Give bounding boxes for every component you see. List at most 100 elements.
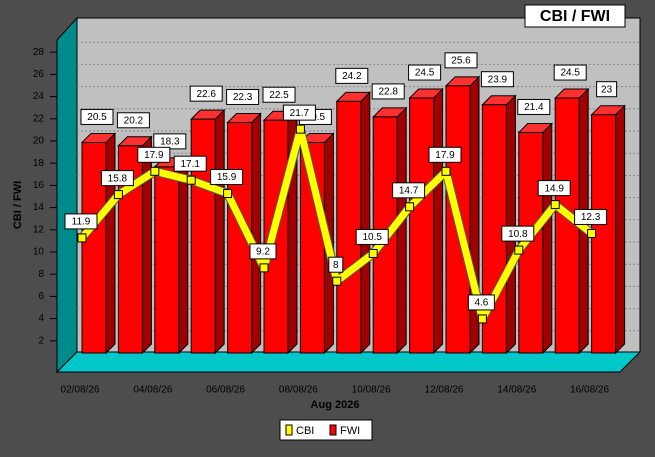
y-tick-label: 28 xyxy=(33,47,45,58)
cbi-value-label-box xyxy=(428,146,462,163)
fwi-value-label: 20.2 xyxy=(124,115,144,126)
cbi-marker xyxy=(223,189,233,199)
bar-side xyxy=(396,106,407,355)
cbi-value-label: 21.7 xyxy=(290,108,310,119)
cbi-value-label: 12.3 xyxy=(581,212,601,223)
fwi-value-label: 24.5 xyxy=(415,68,435,79)
cbi-value-label-box xyxy=(64,213,98,230)
cbi-marker xyxy=(77,233,87,243)
cbi-marker xyxy=(405,202,415,212)
bar-side xyxy=(251,112,262,355)
legend-label: CBI xyxy=(296,425,314,437)
y-tick-label: 18 xyxy=(33,158,45,169)
bar-side xyxy=(105,132,116,355)
x-tick-label: 02/08/26 xyxy=(61,385,100,396)
x-tick-label: 10/08/26 xyxy=(352,385,391,396)
cbi-value-label-box xyxy=(137,146,171,163)
cbi-value-label: 10.8 xyxy=(508,229,528,240)
floor xyxy=(55,351,642,373)
fwi-value-label: 18.3 xyxy=(160,137,180,148)
cbi-value-label: 14.7 xyxy=(399,185,419,196)
cbi-marker xyxy=(477,314,487,324)
fwi-value-label: 25.6 xyxy=(451,55,471,66)
fwi-value-label: 20.5 xyxy=(87,112,107,123)
cbi-marker xyxy=(441,166,451,176)
x-tick-label: 12/08/26 xyxy=(425,385,464,396)
cbi-marker xyxy=(150,166,160,176)
fwi-value-label: 22.5 xyxy=(269,90,289,101)
y-tick-label: 8 xyxy=(38,269,44,280)
bar-side xyxy=(615,104,626,355)
cbi-marker xyxy=(332,276,342,286)
fwi-value-label-box xyxy=(553,64,587,81)
fwi-value-label: 22.8 xyxy=(378,87,398,98)
fwi-value-label-box xyxy=(371,83,405,100)
fwi-value-label: 23.9 xyxy=(488,74,508,85)
cbi-value-label-box xyxy=(210,169,244,186)
bar xyxy=(190,118,216,354)
fwi-value-label-box xyxy=(408,64,442,81)
fwi-value-label-box xyxy=(116,112,150,129)
fwi-value-label: 22.3 xyxy=(233,92,253,103)
cbi-value-label: 8 xyxy=(333,260,339,271)
fwi-value-label-box xyxy=(80,108,114,125)
x-tick-label: 16/08/26 xyxy=(570,385,609,396)
y-tick-label: 14 xyxy=(33,202,45,213)
cbi-marker xyxy=(368,248,378,258)
y-tick-label: 6 xyxy=(38,291,44,302)
bar xyxy=(336,100,362,354)
fwi-value-label-box xyxy=(262,86,296,103)
fwi-value-label-box xyxy=(189,85,223,102)
y-tick-label: 4 xyxy=(38,313,44,324)
fwi-value-label: 24.5 xyxy=(560,68,580,79)
cbi-value-label-box xyxy=(173,155,207,172)
cbi-marker xyxy=(514,245,524,255)
fwi-value-label-box xyxy=(480,71,514,88)
legend-swatch xyxy=(329,424,337,436)
cbi-value-label: 15.8 xyxy=(108,173,128,184)
y-tick-label: 12 xyxy=(33,224,45,235)
x-tick-label: 08/08/26 xyxy=(279,385,318,396)
bar-side xyxy=(360,91,371,355)
y-tick-label: 2 xyxy=(38,335,44,346)
legend xyxy=(279,419,373,441)
cbi-value-label: 14.9 xyxy=(544,183,564,194)
y-tick-label: 10 xyxy=(33,247,45,258)
legend-swatch xyxy=(285,424,293,436)
bar-side xyxy=(433,87,444,355)
cbi-marker xyxy=(295,124,305,134)
bar xyxy=(299,141,325,354)
fwi-value-label: 21.4 xyxy=(524,102,544,113)
cbi-value-label-box xyxy=(282,104,316,121)
cbi-value-label-box xyxy=(100,170,134,187)
y-tick-label: 22 xyxy=(33,113,45,124)
x-axis-label: Aug 2026 xyxy=(311,399,360,411)
cbi-value-label: 10.5 xyxy=(362,232,382,243)
cbi-marker xyxy=(587,228,597,238)
cbi-value-label-box xyxy=(392,182,426,199)
left-wall xyxy=(56,16,78,374)
fwi-value-label-box xyxy=(226,88,260,105)
cbi-value-label: 15.9 xyxy=(217,172,237,183)
cbi-value-label-box xyxy=(355,228,389,245)
fwi-value-label: 24.2 xyxy=(342,71,362,82)
x-tick-label: 06/08/26 xyxy=(206,385,245,396)
cbi-value-label: 9.2 xyxy=(256,247,270,258)
fwi-value-label-box xyxy=(444,52,478,69)
cbi-marker xyxy=(550,200,560,210)
x-tick-label: 14/08/26 xyxy=(497,385,536,396)
bar-side xyxy=(214,108,225,355)
cbi-value-label-box xyxy=(467,294,495,311)
cbi-marker xyxy=(186,175,196,185)
cbi-value-label: 11.9 xyxy=(72,217,91,228)
cbi-value-label-box xyxy=(328,256,344,273)
bar xyxy=(154,166,180,354)
chart-title: CBI / FWI xyxy=(540,8,610,25)
fwi-value-label: 22.6 xyxy=(196,89,216,100)
bar-side xyxy=(178,156,189,355)
y-axis-label: CBI / FWI xyxy=(12,181,24,229)
y-tick-label: 24 xyxy=(33,91,45,102)
bar-side xyxy=(505,94,516,355)
y-tick-label: 16 xyxy=(33,180,45,191)
